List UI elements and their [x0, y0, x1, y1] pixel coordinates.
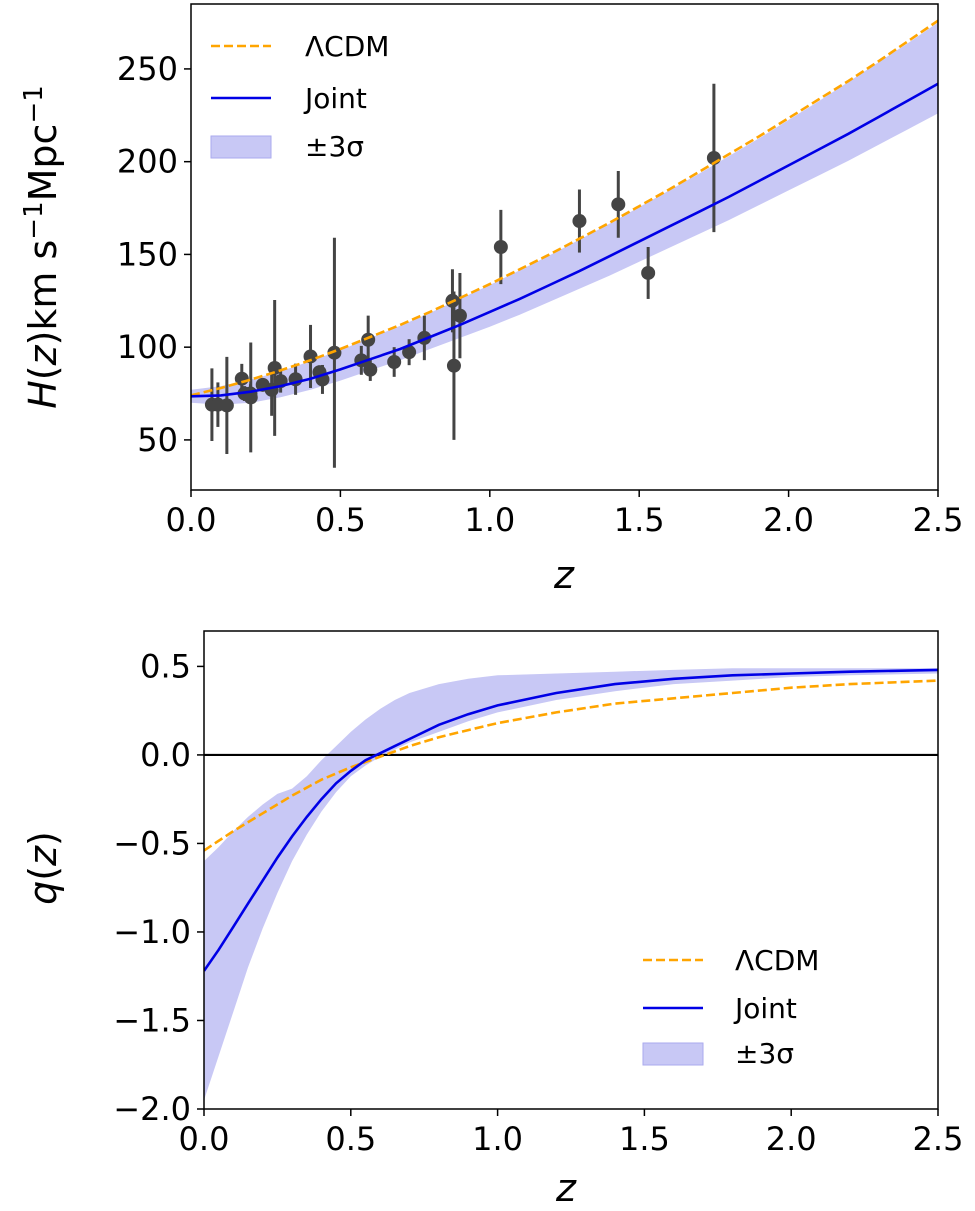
hz-point-marker: [452, 308, 467, 323]
qz-xtick-label: 0.5: [325, 1120, 376, 1158]
qz-plot-area: [204, 668, 938, 1101]
hz-point-marker: [493, 240, 508, 254]
hz-xtick-label: 2.5: [913, 501, 964, 539]
qz-legend: ΛCDM Joint ±3σ: [642, 944, 819, 1070]
qz-ytick-label: 0.0: [140, 736, 191, 774]
hz-point-marker: [641, 265, 656, 280]
qz-y-ticks: −2.0 −1.5 −1.0 −0.5 0.0 0.5: [113, 647, 204, 1128]
hz-legend-band-label: ±3σ: [305, 130, 364, 163]
hz-point-marker: [327, 345, 342, 360]
hz-point-marker: [361, 332, 376, 347]
hz-point-marker: [267, 360, 282, 375]
hz-ytick-label: 250: [117, 50, 178, 88]
qz-legend-band-label: ±3σ: [735, 1037, 794, 1070]
hz-data-point: [611, 170, 626, 238]
qz-panel: 0.0 0.5 1.0 1.5 2.0 2.5 −2.0−1.5−1.0−0.50.00.…: [21, 630, 964, 1210]
qz-ytick-label: −0.5: [113, 824, 191, 862]
hz-frame: [190, 3, 939, 491]
qz-xtick-label: 1.5: [619, 1120, 670, 1158]
hz-panel: 0.0 0.5 1.0 1.5 2.0 2.5 50 100 150 200 250 z H(z)…: [19, 3, 964, 597]
hz-legend-joint-label: Joint: [303, 82, 367, 115]
hz-y-ticks: 50 100 150 200 250: [117, 50, 191, 459]
hz-ytick-label: 200: [117, 143, 178, 181]
qz-band-3sigma: [204, 668, 938, 1101]
hz-xtick-label: 0.5: [315, 501, 366, 539]
qz-xtick-label: 2.0: [766, 1120, 817, 1158]
hz-data-point: [493, 209, 508, 285]
hz-ytick-label: 100: [117, 328, 178, 366]
hz-data-point: [402, 339, 417, 366]
hz-point-marker: [572, 214, 587, 229]
hz-ytick-label: 150: [117, 235, 178, 273]
hz-point-marker: [363, 362, 378, 377]
hz-point-marker: [219, 398, 234, 413]
hz-xtick-label: 1.5: [614, 501, 665, 539]
hz-data-point: [452, 272, 467, 359]
qz-ytick-label: −1.5: [113, 1001, 191, 1039]
hz-data-point: [363, 358, 378, 381]
qz-legend-band-swatch: [642, 1042, 704, 1066]
qz-legend-joint-label: Joint: [733, 992, 797, 1025]
hz-ytick-label: 50: [137, 421, 178, 459]
qz-legend-lcdm-label: ΛCDM: [735, 944, 819, 977]
hz-data-point: [243, 342, 258, 453]
hz-data-point: [327, 237, 342, 468]
hz-xtick-label: 1.0: [464, 501, 515, 539]
qz-ytick-label: −2.0: [113, 1090, 191, 1128]
hz-point-marker: [611, 197, 626, 212]
hz-point-marker: [303, 349, 318, 364]
hz-x-ticks: 0.0 0.5 1.0 1.5 2.0 2.5: [166, 490, 964, 539]
hz-data-point: [641, 247, 656, 299]
hz-data-point: [572, 189, 587, 253]
qz-xtick-label: 0.0: [179, 1120, 230, 1158]
qz-ytick-label: 0.5: [140, 647, 191, 685]
hz-point-marker: [243, 390, 258, 405]
qz-x-ticks: 0.0 0.5 1.0 1.5 2.0 2.5: [179, 1109, 964, 1158]
hz-point-marker: [387, 355, 402, 370]
hz-joint-line: [191, 82, 938, 398]
qz-xtick-label: 1.0: [472, 1120, 523, 1158]
hz-plot-area: [191, 19, 938, 468]
qz-xlabel: z: [555, 1166, 577, 1210]
hz-legend: ΛCDM Joint ±3σ: [210, 30, 389, 163]
hz-legend-band-swatch: [210, 135, 272, 159]
qz-joint-line: [204, 668, 938, 972]
qz-ytick-label: −1.0: [113, 913, 191, 951]
qz-lcdm-line: [204, 679, 938, 852]
hz-point-marker: [402, 345, 417, 360]
hz-point-marker: [446, 358, 461, 373]
hz-xtick-label: 2.0: [763, 501, 814, 539]
hz-lcdm-line: [191, 19, 938, 397]
qz-ylabel: q(z): [21, 831, 65, 905]
hz-legend-lcdm-label: ΛCDM: [305, 30, 389, 63]
hz-data-point: [219, 356, 234, 455]
hz-xtick-label: 0.0: [166, 501, 217, 539]
hz-band-3sigma: [191, 22, 938, 405]
hz-ylabel: H(z)km s−1Mpc−1: [19, 85, 65, 409]
hz-xlabel: z: [553, 553, 575, 597]
qz-xtick-label: 2.5: [913, 1120, 964, 1158]
qz-frame: [203, 630, 939, 1110]
hz-data-point: [267, 300, 282, 436]
